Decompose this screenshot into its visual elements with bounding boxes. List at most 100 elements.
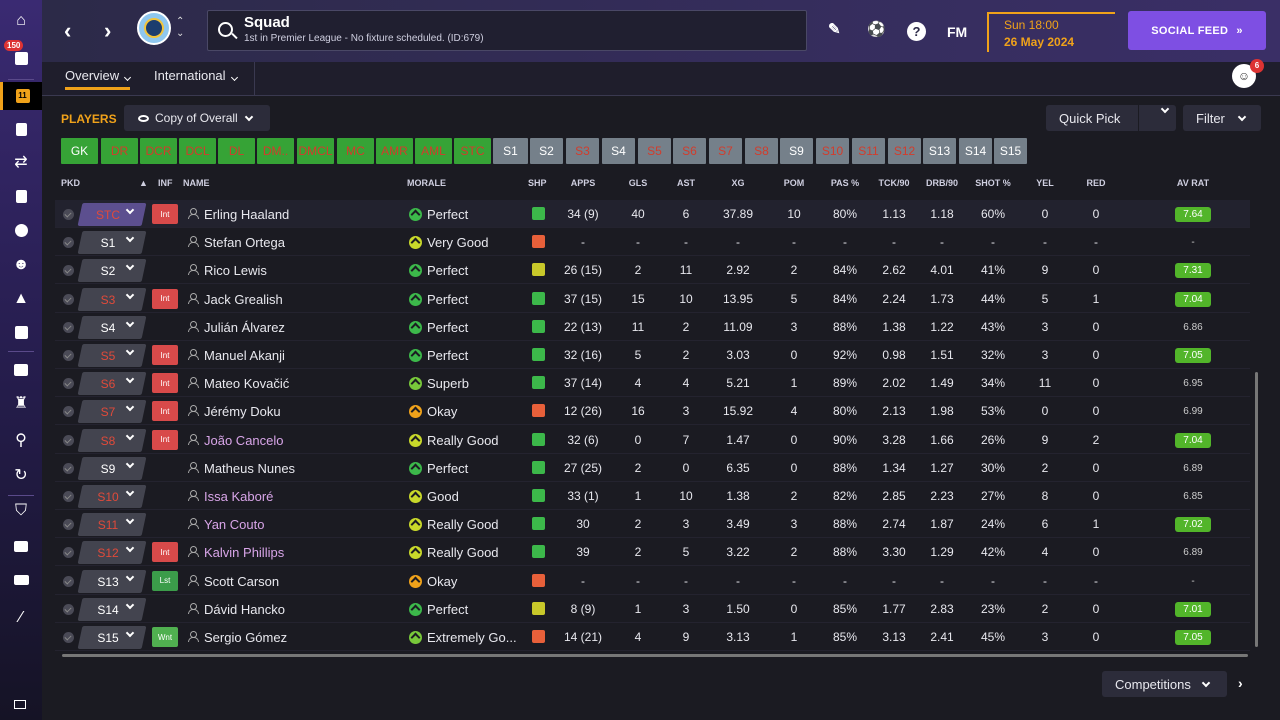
- medical-icon[interactable]: [0, 182, 42, 210]
- select-check-icon[interactable]: [63, 547, 74, 559]
- club-icon[interactable]: ⛉: [14, 502, 27, 519]
- select-check-icon[interactable]: [63, 406, 74, 418]
- col-pkd[interactable]: PKD: [61, 178, 81, 188]
- player-name[interactable]: Mateo Kovačić: [204, 376, 290, 392]
- tab-international[interactable]: International: [154, 68, 238, 90]
- position-button-s13[interactable]: S13: [923, 138, 956, 164]
- position-button-s6[interactable]: S6: [673, 138, 706, 164]
- col-inf[interactable]: INF: [158, 178, 173, 188]
- position-button-dl[interactable]: DL: [218, 138, 255, 164]
- col-pas[interactable]: PAS %: [830, 178, 860, 188]
- player-name[interactable]: Jérémy Doku: [204, 404, 281, 420]
- position-button-s8[interactable]: S8: [745, 138, 778, 164]
- training-icon[interactable]: ▲: [13, 290, 29, 307]
- select-check-icon[interactable]: [63, 632, 74, 643]
- select-check-icon[interactable]: [63, 434, 74, 446]
- back-arrow-icon[interactable]: ‹: [64, 18, 72, 43]
- info-badge[interactable]: Int: [152, 401, 178, 422]
- position-button-s5[interactable]: S5: [638, 138, 671, 164]
- horizontal-scrollbar[interactable]: [62, 654, 1248, 657]
- help-button[interactable]: ?: [907, 22, 926, 41]
- scouting-icon[interactable]: [0, 216, 42, 244]
- table-row[interactable]: STC Int Erling Haaland Perfect 34 (9) 40 6 37.8…: [55, 200, 1250, 228]
- position-button-dm[interactable]: DM..: [257, 138, 294, 164]
- table-row[interactable]: S11 Yan Couto Really Good 30 2 3 3.49 3 88% 2.74 1…: [55, 510, 1250, 539]
- table-row[interactable]: S4 Julián Álvarez Perfect 22 (13) 11 2 11.09 3 8…: [55, 313, 1250, 341]
- col-shp[interactable]: SHP: [528, 178, 547, 188]
- position-button-dmcl[interactable]: DMCL: [297, 138, 334, 164]
- player-name[interactable]: Issa Kaboré: [204, 489, 274, 504]
- select-check-icon[interactable]: [63, 378, 74, 390]
- position-button-mc[interactable]: MC: [337, 138, 374, 164]
- position-button-s15[interactable]: S15: [994, 138, 1027, 164]
- edit-icon[interactable]: ✎: [828, 21, 841, 38]
- col-tck[interactable]: TCK/90: [878, 178, 910, 188]
- date-box[interactable]: Sun 18:00 26 May 2024: [987, 12, 1115, 52]
- select-check-icon[interactable]: [63, 237, 74, 249]
- inbox-icon[interactable]: 150: [0, 40, 42, 72]
- position-button-s1[interactable]: S1: [493, 138, 528, 164]
- info-badge[interactable]: Int: [152, 542, 178, 563]
- col-drb[interactable]: DRB/90: [925, 178, 958, 188]
- info-badge[interactable]: Wnt: [152, 627, 178, 647]
- position-button-amr[interactable]: AMR: [376, 138, 413, 164]
- position-button-s9[interactable]: S9: [780, 138, 813, 164]
- select-check-icon[interactable]: [63, 293, 74, 305]
- select-check-icon[interactable]: [63, 575, 74, 587]
- player-name[interactable]: Dávid Hancko: [204, 601, 285, 617]
- select-check-icon[interactable]: [63, 350, 74, 361]
- social-feed-button[interactable]: SOCIAL FEED»: [1128, 11, 1266, 50]
- club-switch-chevrons-icon[interactable]: ⌃ ⌄: [176, 16, 185, 39]
- player-name[interactable]: Matheus Nunes: [204, 460, 296, 476]
- col-morale[interactable]: MORALE: [407, 178, 446, 188]
- dev-centre-icon[interactable]: [0, 318, 42, 346]
- player-name[interactable]: Sergio Gómez: [204, 630, 288, 645]
- col-xg[interactable]: XG: [731, 178, 745, 188]
- col-avrat[interactable]: AV RAT: [1176, 178, 1210, 188]
- squad-icon[interactable]: 11: [0, 82, 42, 110]
- table-row[interactable]: S7 Int Jérémy Doku Okay 12 (26) 16 3 15.92 4 80% 2…: [55, 397, 1250, 426]
- info-badge[interactable]: Int: [152, 345, 178, 365]
- player-name[interactable]: Kalvin Phillips: [204, 545, 285, 561]
- table-row[interactable]: S14 Dávid Hancko Perfect 8 (9) 1 3 1.50 0 85% 1.7…: [55, 595, 1250, 623]
- position-button-s4[interactable]: S4: [602, 138, 635, 164]
- player-name[interactable]: Manuel Akanji: [204, 348, 285, 363]
- player-name[interactable]: Stefan Ortega: [204, 235, 285, 251]
- select-check-icon[interactable]: [63, 491, 74, 502]
- col-shot[interactable]: SHOT %: [975, 178, 1011, 188]
- table-row[interactable]: S8 Int João Cancelo Really Good 32 (6) 0 7 1.47…: [55, 426, 1250, 454]
- football-icon[interactable]: ⚽: [867, 21, 886, 38]
- table-row[interactable]: S9 Matheus Nunes Perfect 27 (25) 2 0 6.35 0 88% 1…: [55, 454, 1250, 482]
- manager-icon[interactable]: [0, 532, 42, 560]
- table-row[interactable]: S13 Lst Scott Carson Okay - - - - - - - - - - - -: [55, 567, 1250, 595]
- position-button-s10[interactable]: S10: [816, 138, 849, 164]
- filter-button[interactable]: Filter: [1183, 105, 1261, 131]
- col-red[interactable]: RED: [1086, 178, 1106, 188]
- position-button-dr[interactable]: DR: [101, 138, 138, 164]
- select-check-icon[interactable]: [63, 209, 74, 220]
- position-button-dcl[interactable]: DCL: [179, 138, 216, 164]
- col-ast[interactable]: AST: [677, 178, 695, 188]
- club-badge[interactable]: [137, 11, 171, 45]
- info-badge[interactable]: Int: [152, 429, 178, 450]
- search-box[interactable]: Squad 1st in Premier League - No fixture…: [207, 10, 807, 51]
- position-button-s2[interactable]: S2: [530, 138, 563, 164]
- position-button-gk[interactable]: GK: [61, 138, 98, 164]
- table-row[interactable]: S3 Int Jack Grealish Perfect 37 (15) 15 10 13.9…: [55, 285, 1250, 313]
- search-nav-icon[interactable]: ⚲: [15, 432, 27, 449]
- col-pom[interactable]: POM: [783, 178, 805, 188]
- select-check-icon[interactable]: [63, 265, 74, 277]
- position-button-stc[interactable]: STC: [454, 138, 491, 164]
- finances-icon[interactable]: [0, 566, 42, 594]
- competitions-dropdown[interactable]: Competitions: [1102, 671, 1227, 697]
- position-button-aml[interactable]: AML: [415, 138, 452, 164]
- refresh-icon[interactable]: ↻: [14, 467, 28, 484]
- info-badge[interactable]: Int: [152, 204, 178, 224]
- info-badge[interactable]: Int: [152, 373, 178, 394]
- info-badge[interactable]: Lst: [152, 570, 178, 591]
- position-button-dcr[interactable]: DCR: [140, 138, 177, 164]
- vertical-scrollbar[interactable]: [1255, 372, 1258, 647]
- view-dropdown[interactable]: Copy of Overall: [124, 105, 270, 131]
- table-row[interactable]: S12 Int Kalvin Phillips Really Good 39 2 5 3.22…: [55, 538, 1250, 567]
- stats-icon[interactable]: ⁄: [19, 609, 23, 626]
